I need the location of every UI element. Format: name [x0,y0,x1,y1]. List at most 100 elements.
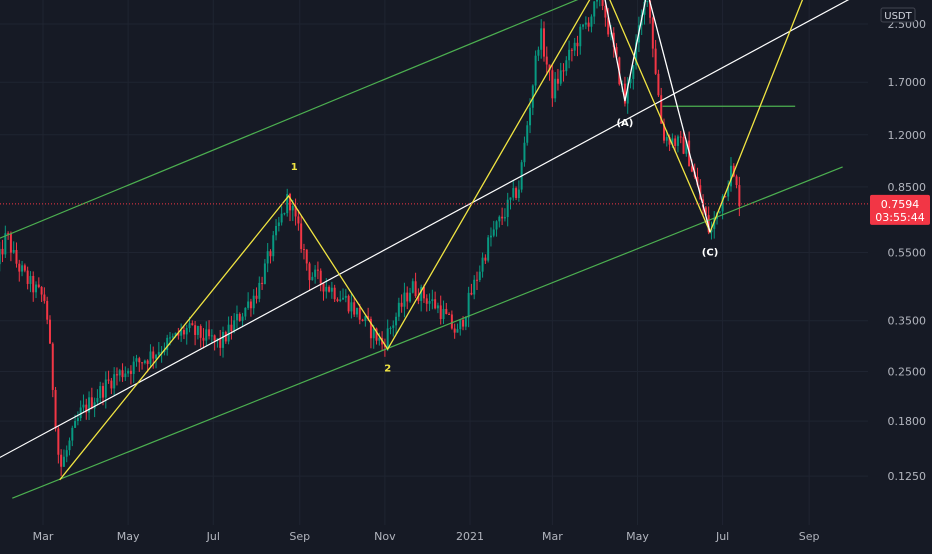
candle [12,241,15,254]
candle [127,368,130,378]
wave-label: (C) [702,247,718,258]
wave-label: (A) [616,118,633,129]
candle [4,225,7,259]
candle [593,0,596,25]
candle [517,180,520,202]
candle [118,368,121,382]
candle [135,354,138,367]
candle [314,265,317,284]
candle [238,312,241,322]
candle [389,326,392,335]
candle [448,312,451,315]
x-tick-label: 2021 [456,530,484,543]
candle [526,120,529,146]
candle [350,293,353,319]
candle [157,342,160,358]
channel-line[interactable] [0,0,838,239]
candle [576,35,579,57]
currency-badge[interactable]: USDT [880,7,916,23]
candle [729,157,732,192]
candle [375,327,378,345]
candle [208,320,211,340]
candle [316,261,319,280]
midline-line[interactable] [0,0,864,459]
candle [132,356,135,383]
x-tick-label: Sep [289,530,310,543]
x-tick-label: Mar [33,530,54,543]
candle [1,239,4,263]
candle [46,296,49,325]
candle [397,297,400,321]
candle [319,268,322,292]
candle [372,324,375,349]
candle [559,62,562,86]
candle [199,324,202,348]
candle [149,344,152,368]
drawings [0,0,868,499]
candle [107,370,110,384]
candle [512,180,515,201]
candle [495,220,498,237]
candle [632,64,635,90]
candle [347,294,350,314]
candle [542,21,545,62]
candle [445,302,448,315]
candle [657,69,660,98]
candle [266,243,269,273]
candle [364,315,367,327]
candle [88,391,91,421]
candle [392,320,395,337]
candle [124,366,127,381]
candle [450,310,453,330]
candle [378,332,381,346]
candle [503,208,506,222]
candle [26,266,29,290]
candle [18,259,21,282]
channel-line[interactable] [12,166,843,499]
candle [442,300,445,324]
candle [339,290,342,303]
candle [383,338,386,357]
candle [584,16,587,30]
candle [15,242,18,268]
candle [724,196,727,198]
candle [501,207,504,226]
candle [194,321,197,346]
y-tick-label: 1.7000 [888,76,927,89]
candle [623,76,626,107]
candle [96,389,99,405]
candle [0,241,1,272]
grid [0,0,868,525]
elliott-wave-path[interactable] [59,0,841,481]
y-tick-label: 0.8500 [888,181,927,194]
candle [297,209,300,231]
candle [718,211,721,214]
candle [23,263,26,273]
candle [626,77,629,114]
candle [400,294,403,313]
candle [540,19,543,59]
candle [646,0,649,8]
candle [489,227,492,247]
candle [322,283,325,301]
candle [515,186,518,201]
candle [328,285,331,293]
countdown-label: 03:55:44 [875,211,924,224]
candle [453,323,456,339]
candle [436,302,439,314]
abc-correction-path[interactable] [601,0,711,233]
candle [40,286,43,303]
candle [249,298,252,317]
x-tick-label: May [626,530,649,543]
candle [261,276,264,290]
candle [492,220,495,238]
candle [60,449,63,476]
candle [230,315,233,340]
candle [467,286,470,328]
candle [727,180,730,202]
candle [481,252,484,278]
